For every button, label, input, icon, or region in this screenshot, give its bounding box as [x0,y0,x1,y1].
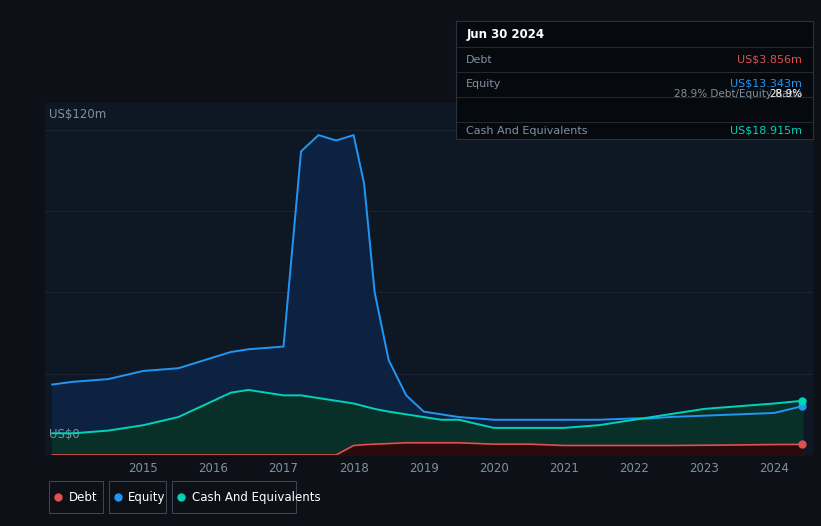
Text: US$13.343m: US$13.343m [730,79,802,89]
FancyBboxPatch shape [109,481,167,513]
Text: US$0: US$0 [49,428,80,441]
FancyBboxPatch shape [49,481,103,513]
Text: Cash And Equivalents: Cash And Equivalents [192,491,320,503]
Text: Debt: Debt [69,491,97,503]
Text: Cash And Equivalents: Cash And Equivalents [466,126,588,136]
Text: Debt: Debt [466,55,493,65]
Text: Equity: Equity [128,491,166,503]
Text: 28.9%: 28.9% [769,89,802,99]
Text: Jun 30 2024: Jun 30 2024 [466,27,544,41]
FancyBboxPatch shape [172,481,296,513]
Text: Equity: Equity [466,79,502,89]
Text: US$18.915m: US$18.915m [730,126,802,136]
Text: US$3.856m: US$3.856m [737,55,802,65]
Text: US$120m: US$120m [49,108,106,121]
Text: 28.9% Debt/Equity Ratio: 28.9% Debt/Equity Ratio [674,89,802,99]
